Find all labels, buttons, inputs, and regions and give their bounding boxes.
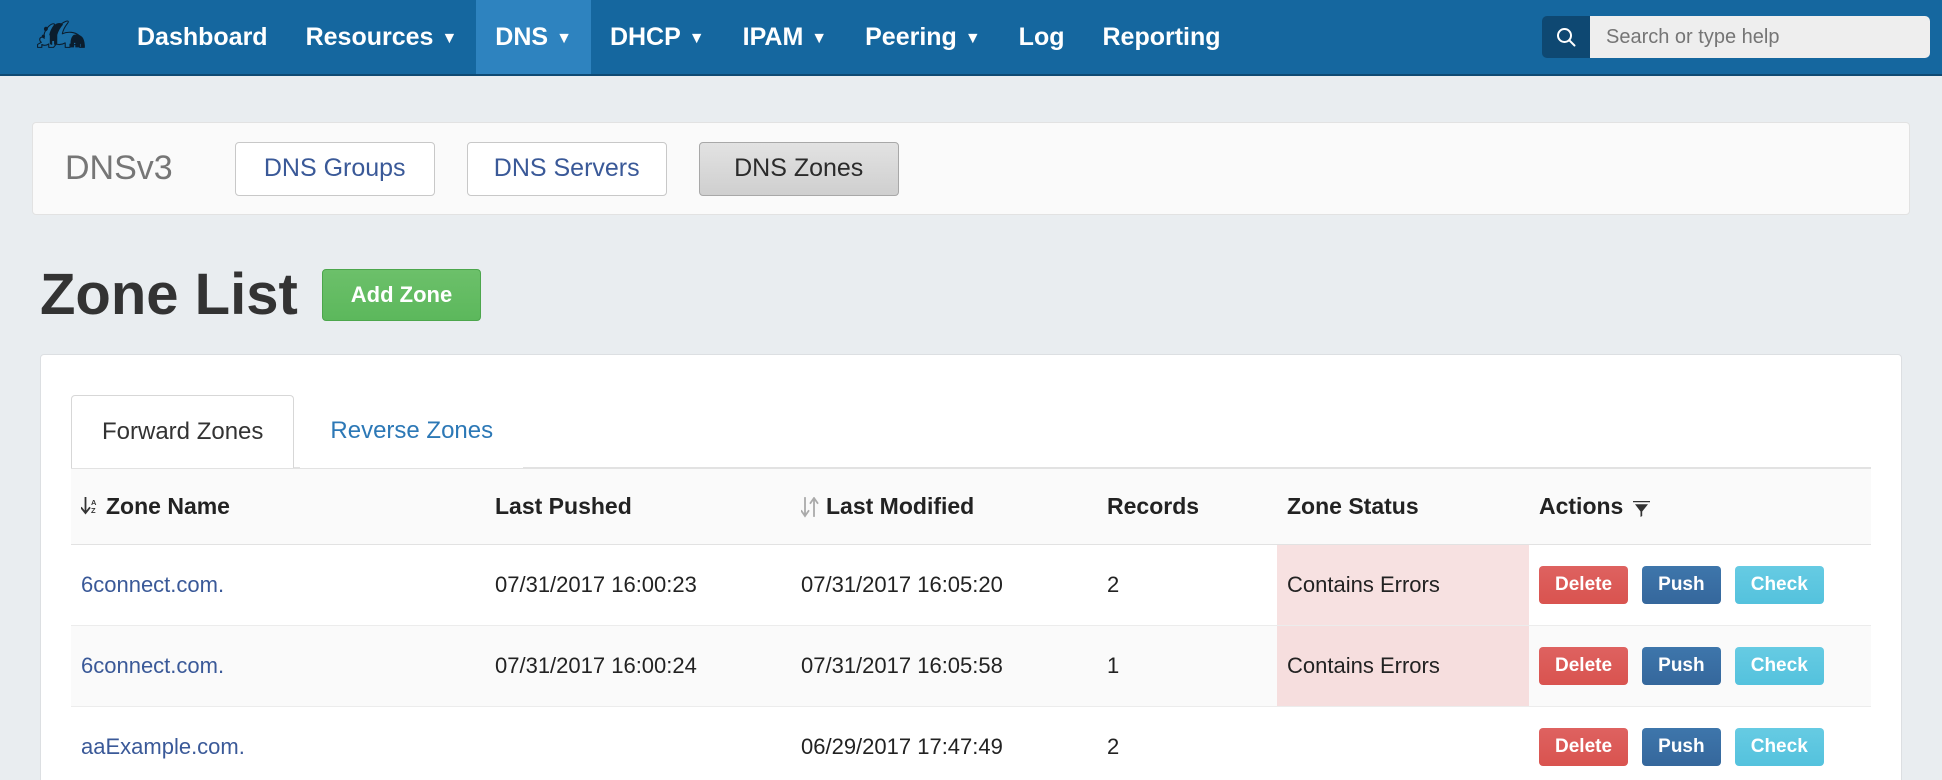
svg-text:Z: Z: [91, 506, 96, 515]
